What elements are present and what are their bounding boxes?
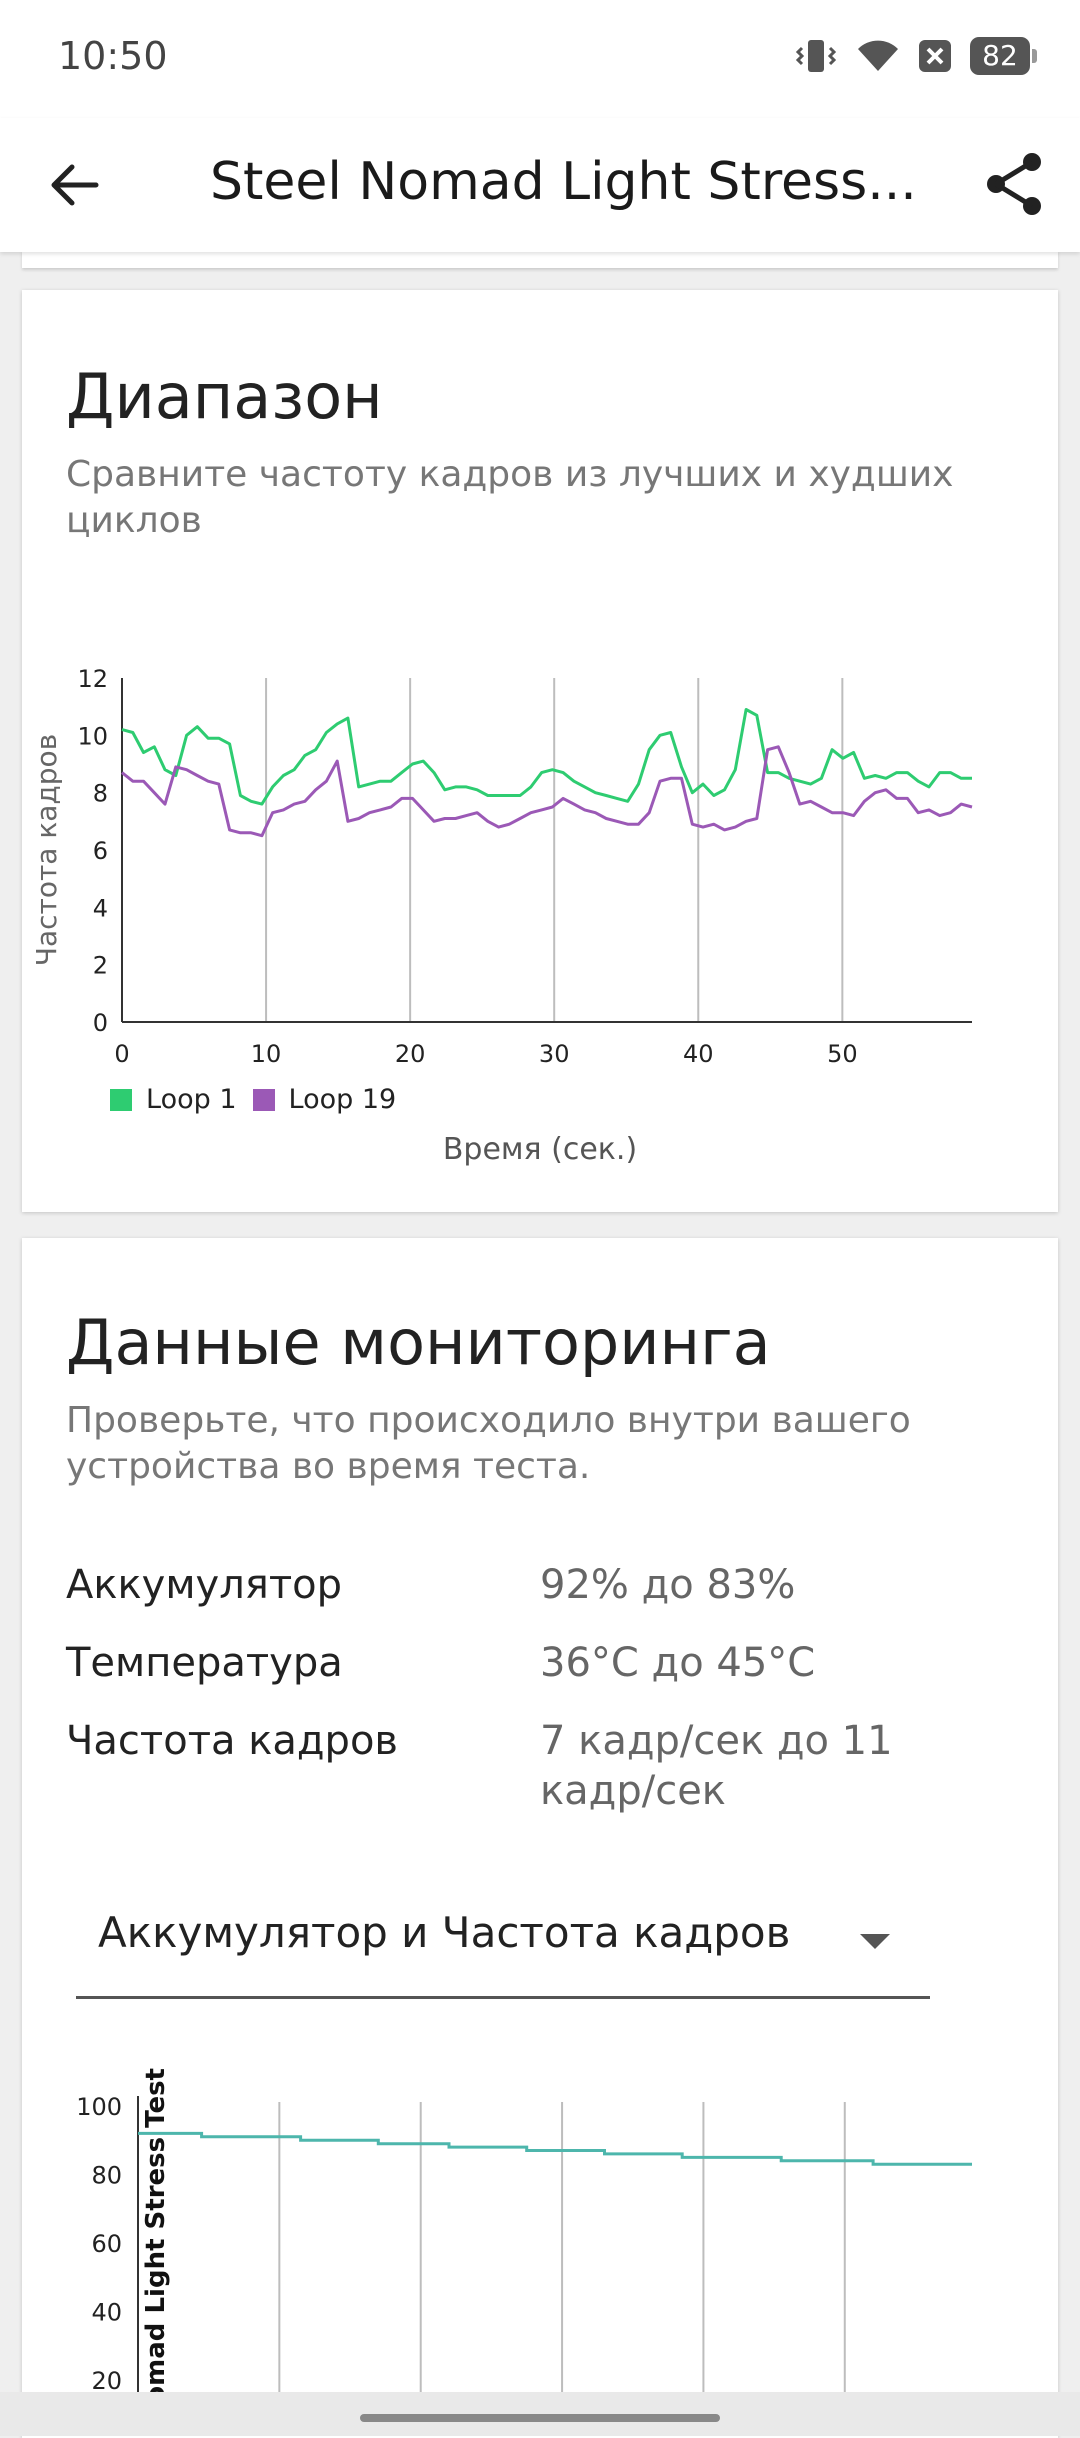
x-tick-40: 40 — [683, 1040, 714, 1068]
battery-indicator: 82 — [970, 37, 1037, 75]
battery-label: Аккумулятор — [66, 1562, 342, 1608]
temperature-value: 36°C до 45°C — [540, 1640, 816, 1686]
page-title: Steel Nomad Light Stress... — [210, 152, 917, 212]
y-tick-10: 10 — [77, 722, 108, 750]
x-tick-50: 50 — [827, 1040, 858, 1068]
dropdown-selected-value: Аккумулятор и Частота кадров — [98, 1908, 791, 1957]
legend-swatch-loop-19 — [252, 1088, 275, 1111]
share-icon — [987, 153, 1041, 215]
metric-dropdown[interactable]: Аккумулятор и Частота кадров — [76, 1894, 930, 1999]
monitor-y-tick-40: 40 — [91, 2299, 122, 2327]
status-bar: 10:50 82 — [0, 0, 1080, 118]
battery-series-line — [138, 2131, 972, 2166]
monitor-y-axis-label: omad Light Stress Test — [141, 2068, 171, 2392]
y-tick-6: 6 — [93, 837, 108, 865]
status-icons: 82 — [794, 34, 1037, 78]
legend-swatch-loop-1 — [110, 1088, 132, 1111]
range-card — [22, 290, 1058, 1212]
y-tick-4: 4 — [93, 894, 108, 922]
triangle-down-icon — [860, 1934, 890, 1949]
status-time: 10:50 — [58, 34, 168, 78]
legend-label-loop-1: Loop 1 — [146, 1084, 237, 1115]
framerate-value: 7 кадр/сек до 11 кадр/сек — [540, 1718, 893, 1814]
y-axis-label: Частота кадров — [30, 734, 63, 966]
monitor-y-tick-20: 20 — [91, 2367, 122, 2392]
back-button[interactable] — [40, 150, 110, 220]
series-line-loop-1 — [121, 708, 972, 806]
y-tick-2: 2 — [93, 952, 108, 980]
range-chart: 0 10 20 30 40 50 0 2 4 6 8 10 12 Частота кадров — [30, 665, 973, 1068]
legend-label-loop-19: Loop 19 — [288, 1084, 397, 1115]
series-line-loop-19 — [121, 745, 973, 838]
arrow-left-icon — [51, 164, 99, 206]
share-button[interactable] — [980, 148, 1052, 220]
x-tick-10: 10 — [251, 1040, 282, 1068]
battery-value: 92% до 83% — [540, 1562, 796, 1608]
vibrate-icon — [795, 40, 837, 72]
range-title: Диапазон — [66, 360, 383, 433]
y-tick-8: 8 — [93, 780, 108, 808]
temperature-label: Температура — [66, 1640, 343, 1686]
x-tick-20: 20 — [395, 1040, 426, 1068]
framerate-label: Частота кадров — [66, 1718, 398, 1764]
home-indicator[interactable] — [360, 2414, 720, 2422]
x-tick-0: 0 — [114, 1040, 129, 1068]
y-tick-0: 0 — [93, 1009, 108, 1037]
previous-card-edge — [22, 250, 1058, 268]
x-tick-30: 30 — [539, 1040, 570, 1068]
monitoring-title: Данные мониторинга — [66, 1306, 771, 1379]
app-bar: Steel Nomad Light Stress... — [0, 118, 1080, 252]
monitor-y-tick-100: 100 — [76, 2093, 122, 2121]
monitoring-chart: 100 80 60 40 20 omad Light Stress Test — [76, 2068, 972, 2392]
gesture-bar — [0, 2392, 1080, 2436]
range-subtitle: Сравните частоту кадров из лучших и худш… — [66, 454, 954, 541]
range-x-axis-label: Время (сек.) — [442, 1132, 638, 1167]
y-tick-12: 12 — [77, 665, 108, 693]
monitor-y-tick-80: 80 — [91, 2162, 122, 2190]
monitoring-subtitle: Проверьте, что происходило внутри вашего… — [66, 1400, 911, 1487]
x-box-icon — [919, 40, 951, 72]
range-legend: Loop 1 Loop 19 — [110, 1084, 412, 1115]
wifi-icon — [858, 40, 898, 71]
monitor-y-tick-60: 60 — [91, 2230, 122, 2258]
monitoring-card — [22, 1238, 1058, 2438]
